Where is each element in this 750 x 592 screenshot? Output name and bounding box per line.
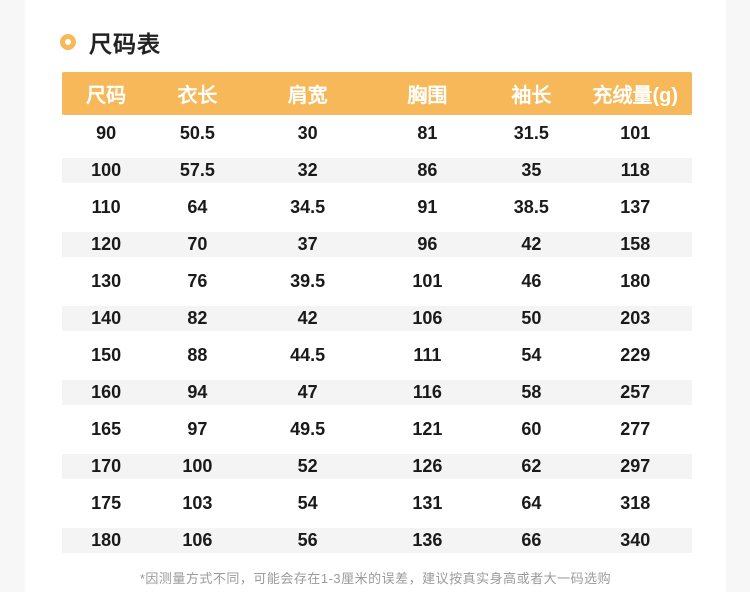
table-cell: 42 <box>521 234 542 254</box>
table-cell: 76 <box>187 271 208 291</box>
table-cell: 203 <box>620 308 651 328</box>
table-cell: 60 <box>521 419 542 439</box>
column-header: 袖长 <box>511 85 552 107</box>
table-cell: 81 <box>417 123 438 143</box>
table-cell: 103 <box>182 493 213 513</box>
table-cell: 111 <box>413 345 442 365</box>
table-cell: 54 <box>297 493 318 513</box>
table-cell: 88 <box>187 345 208 365</box>
table-cell: 70 <box>187 234 208 254</box>
table-cell: 150 <box>91 345 122 365</box>
table-cell: 66 <box>521 530 542 550</box>
table-cell: 86 <box>417 160 438 180</box>
page-title: 尺码表 <box>89 30 161 57</box>
table-cell: 175 <box>91 493 122 513</box>
table-cell: 137 <box>620 197 651 217</box>
table-cell: 140 <box>91 308 122 328</box>
table-cell: 160 <box>91 382 122 402</box>
table-cell: 42 <box>297 308 318 328</box>
table-cell: 49.5 <box>290 419 326 439</box>
table-cell: 30 <box>297 123 318 143</box>
table-cell: 56 <box>297 530 318 550</box>
table-cell: 39.5 <box>290 271 326 291</box>
section-title-row: 尺码表 <box>60 27 726 57</box>
column-header: 衣长 <box>177 85 218 107</box>
table-cell: 120 <box>91 234 122 254</box>
table-cell: 277 <box>620 419 651 439</box>
table-cell: 94 <box>187 382 208 402</box>
table-cell: 136 <box>412 530 443 550</box>
table-cell: 64 <box>521 493 542 513</box>
ring-icon <box>60 33 76 50</box>
table-cell: 170 <box>91 456 122 476</box>
table-cell: 44.5 <box>290 345 326 365</box>
table-cell: 131 <box>412 493 443 513</box>
table-cell: 34.5 <box>290 197 326 217</box>
table-cell: 32 <box>297 160 318 180</box>
table-cell: 82 <box>187 308 208 328</box>
table-cell: 116 <box>412 382 442 402</box>
table-cell: 35 <box>521 160 542 180</box>
table-cell: 97 <box>187 419 208 439</box>
table-cell: 110 <box>91 197 121 217</box>
table-row: 120 70 37 96 42 158 <box>62 226 692 263</box>
table-cell: 126 <box>412 456 443 476</box>
table-cell: 165 <box>91 419 122 439</box>
table-cell: 52 <box>297 456 318 476</box>
table-row: 175 103 54 131 64 318 <box>62 485 692 522</box>
table-cell: 90 <box>96 123 117 143</box>
table-cell: 101 <box>412 271 443 291</box>
table-cell: 180 <box>620 271 651 291</box>
size-table: 尺码 衣长 肩宽 胸围 袖长 充绒量(g) 90 50.5 30 81 31.5 101 100 57.… <box>62 72 692 559</box>
table-cell: 101 <box>620 123 651 143</box>
table-cell: 340 <box>620 530 651 550</box>
table-cell: 180 <box>91 530 122 550</box>
table-cell: 297 <box>620 456 651 476</box>
table-cell: 257 <box>620 382 651 402</box>
table-cell: 130 <box>91 271 122 291</box>
table-row: 130 76 39.5 101 46 180 <box>62 263 692 300</box>
table-cell: 54 <box>521 345 542 365</box>
table-cell: 57.5 <box>179 160 215 180</box>
table-cell: 46 <box>521 271 542 291</box>
table-row: 140 82 42 106 50 203 <box>62 300 692 337</box>
table-cell: 58 <box>521 382 542 402</box>
table-cell: 91 <box>417 197 438 217</box>
table-row: 150 88 44.5 111 54 229 <box>62 337 692 374</box>
table-row: 90 50.5 30 81 31.5 101 <box>62 115 692 152</box>
table-cell: 121 <box>412 419 443 439</box>
table-cell: 31.5 <box>513 123 549 143</box>
table-cell: 106 <box>412 308 443 328</box>
table-row: 170 100 52 126 62 297 <box>62 448 692 485</box>
table-row: 160 94 47 116 58 257 <box>62 374 692 411</box>
table-cell: 106 <box>182 530 213 550</box>
table-cell: 47 <box>297 382 318 402</box>
column-header: 尺码 <box>86 85 127 107</box>
column-header: 肩宽 <box>287 85 328 107</box>
table-cell: 229 <box>620 345 651 365</box>
footnote: *因测量方式不同，可能会存在1-3厘米的误差，建议按真实身高或者大一码选购 <box>139 571 612 586</box>
table-cell: 118 <box>620 160 650 180</box>
table-cell: 96 <box>417 234 438 254</box>
table-header-row: 尺码 衣长 肩宽 胸围 袖长 充绒量(g) <box>62 72 692 115</box>
table-cell: 50 <box>521 308 542 328</box>
table-cell: 64 <box>187 197 208 217</box>
table-cell: 50.5 <box>179 123 215 143</box>
page-content: 尺码表 尺码 衣长 肩宽 胸围 袖长 充绒量(g) 90 50.5 30 81 31.5 101 10… <box>25 0 726 592</box>
table-row: 165 97 49.5 121 60 277 <box>62 411 692 448</box>
table-cell: 158 <box>620 234 651 254</box>
table-cell: 318 <box>620 493 651 513</box>
table-row: 100 57.5 32 86 35 118 <box>62 152 692 189</box>
table-cell: 100 <box>182 456 213 476</box>
table-row: 180 106 56 136 66 340 <box>62 522 692 559</box>
table-cell: 100 <box>91 160 122 180</box>
table-cell: 62 <box>521 456 542 476</box>
table-cell: 38.5 <box>513 197 549 217</box>
table-row: 110 64 34.5 91 38.5 137 <box>62 189 692 226</box>
table-cell: 37 <box>297 234 318 254</box>
column-header: 胸围 <box>407 85 448 107</box>
size-table-body: 90 50.5 30 81 31.5 101 100 57.5 32 86 35 118 110 64 34… <box>62 115 692 559</box>
column-header: 充绒量(g) <box>592 85 679 107</box>
